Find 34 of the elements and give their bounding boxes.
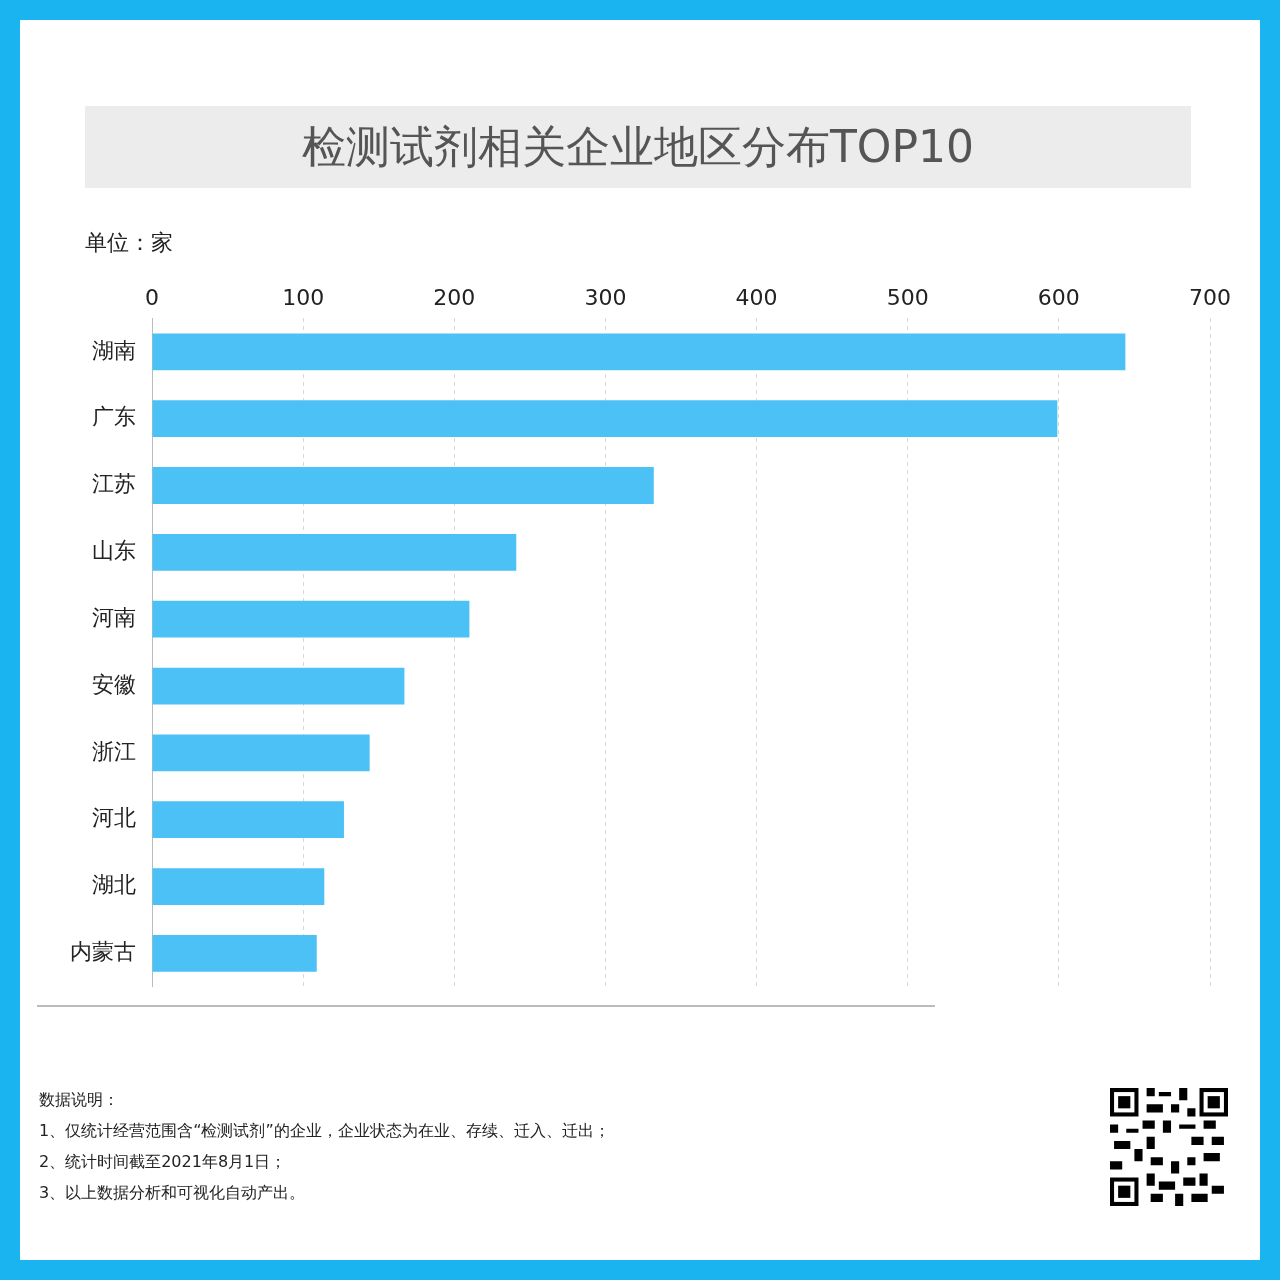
y-tick-label: 浙江 [92, 738, 136, 764]
bar [152, 935, 317, 972]
x-tick-label: 400 [735, 284, 778, 310]
y-tick-label: 内蒙古 [70, 939, 136, 965]
text: 3、以上数据分析和可视化自动产出。 [39, 1182, 307, 1204]
y-tick-label: 山东 [92, 538, 136, 564]
bar [152, 667, 405, 705]
y-tick-label: 湖南 [92, 337, 136, 363]
x-tick-label: 300 [584, 284, 627, 310]
bar [152, 333, 1126, 371]
y-tick-label: 河北 [92, 805, 136, 831]
y-tick-label: 河南 [92, 604, 136, 630]
chart-title: 检测试剂相关企业地区分布TOP10 [85, 106, 1191, 188]
chart-subtitle: 单位：家 [85, 229, 173, 257]
x-tick-label: 200 [433, 284, 476, 310]
y-tick-label: 广东 [92, 404, 136, 430]
y-tick-label: 江苏 [92, 471, 136, 497]
x-tick-label: 700 [1189, 284, 1231, 310]
bar [152, 868, 325, 905]
bar [152, 400, 1058, 438]
bar [152, 801, 344, 839]
x-tick-label: 0 [145, 284, 159, 310]
text: 1、仅统计经营范围含“检测试剂”的企业，企业状态为在业、存续、迁入、迁出； [39, 1120, 610, 1142]
x-tick-label: 600 [1037, 284, 1080, 310]
bar [152, 467, 654, 504]
text: 数据说明： [39, 1089, 120, 1111]
x-tick-label: 100 [282, 284, 325, 310]
y-tick-label: 安徽 [92, 671, 136, 697]
x-tick-label: 500 [886, 284, 929, 310]
y-tick-label: 湖北 [92, 872, 136, 898]
bar [152, 734, 370, 772]
bar [152, 600, 470, 638]
text: 2、统计时间截至2021年8月1日； [39, 1151, 288, 1173]
bar [152, 533, 517, 571]
